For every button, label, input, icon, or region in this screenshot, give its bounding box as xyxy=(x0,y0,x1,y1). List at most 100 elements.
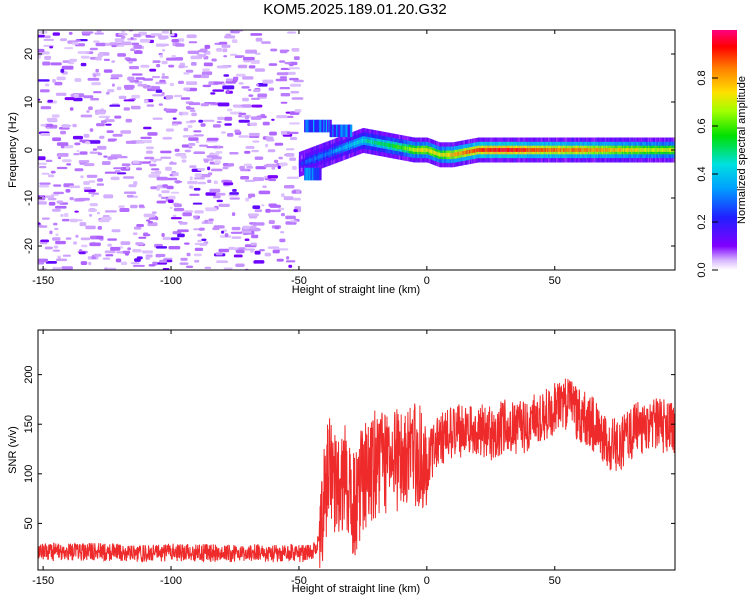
spectrogram-noise-cell xyxy=(292,197,301,201)
spectrogram-noise-cell xyxy=(99,135,105,139)
spectrogram-noise-cell xyxy=(262,121,270,126)
spectrogram-ridge-cell xyxy=(653,148,655,152)
spectrogram-noise-cell xyxy=(203,159,209,163)
spectrogram-ridge-cell xyxy=(446,152,448,157)
spectrogram-xtick-label: -150 xyxy=(32,275,54,287)
spectrogram-ridge-cell xyxy=(640,148,642,152)
spectrogram-noise-cell xyxy=(118,33,128,36)
spectrogram-ridge-cell xyxy=(391,143,393,148)
spectrogram-noise-cell xyxy=(156,187,160,191)
spectrogram-ridge-cell xyxy=(627,148,629,152)
snr-ytick-label: 200 xyxy=(23,365,35,383)
spectrogram-ridge-cell xyxy=(402,146,404,150)
spectrogram-ridge-cell xyxy=(331,150,333,155)
spectrogram-noise-cell xyxy=(69,185,81,189)
spectrogram-noise-cell xyxy=(217,116,225,120)
spectrogram-branch-cell xyxy=(332,124,335,138)
spectrogram-noise-cell xyxy=(161,190,170,194)
spectrogram-noise-cell xyxy=(169,162,177,165)
spectrogram-noise-cell xyxy=(130,80,135,83)
spectrogram-ridge-cell xyxy=(429,149,431,153)
spectrogram-branch-cell xyxy=(319,167,322,181)
spectrogram-noise-cell xyxy=(194,210,204,214)
spectrogram-noise-cell xyxy=(53,191,64,195)
spectrogram-noise-cell xyxy=(97,178,103,182)
spectrogram-noise-cell xyxy=(55,233,59,236)
spectrogram-noise-cell xyxy=(89,242,101,247)
spectrogram-ridge-cell xyxy=(665,148,667,152)
spectrogram-noise-cell xyxy=(109,42,119,46)
spectrogram-noise-cell xyxy=(217,102,230,107)
spectrogram-noise-cell xyxy=(242,56,255,61)
spectrogram-noise-cell xyxy=(110,246,121,251)
spectrogram-ridge-cell xyxy=(390,143,392,148)
spectrogram-noise-cell xyxy=(122,250,131,254)
spectrogram-noise-cell xyxy=(171,39,179,43)
spectrogram-noise-cell xyxy=(88,261,92,266)
spectrogram-xtick-label: 0 xyxy=(424,275,430,287)
spectrogram-ridge-cell xyxy=(491,148,493,152)
spectrogram-noise-cell xyxy=(191,62,197,66)
spectrogram-noise-cell xyxy=(69,107,74,111)
spectrogram-noise-cell xyxy=(123,84,135,89)
spectrogram-noise-cell xyxy=(251,149,259,153)
spectrogram-xtick-label: -50 xyxy=(291,275,307,287)
spectrogram-noise-cell xyxy=(38,48,45,53)
spectrogram-noise-cell xyxy=(188,41,198,44)
spectrogram-ridge-cell xyxy=(440,152,442,157)
spectrogram-noise-cell xyxy=(92,148,98,151)
spectrogram-ridge-cell xyxy=(527,148,529,152)
spectrogram-noise-cell xyxy=(225,78,233,82)
spectrogram-noise-cell xyxy=(161,73,165,76)
spectrogram-ridge-cell xyxy=(598,148,600,152)
spectrogram-ridge-cell xyxy=(463,150,465,155)
spectrogram-ridge-cell xyxy=(501,148,503,152)
spectrogram-noise-cell xyxy=(291,48,300,52)
spectrogram-ridge-cell xyxy=(321,154,323,158)
spectrogram-noise-cell xyxy=(179,221,188,225)
spectrogram-noise-cell xyxy=(169,82,175,87)
spectrogram-noise-cell xyxy=(89,47,98,51)
spectrogram-noise-cell xyxy=(250,228,261,232)
spectrogram-ridge-cell xyxy=(426,148,428,152)
spectrogram-noise-cell xyxy=(248,65,256,69)
spectrogram-noise-cell xyxy=(232,189,237,192)
spectrogram-noise-cell xyxy=(75,234,79,238)
spectrogram-ridge-cell xyxy=(355,141,357,146)
spectrogram-branch-cell xyxy=(314,119,317,133)
spectrogram-noise-cell xyxy=(89,56,97,60)
spectrogram-ridge-cell xyxy=(483,148,485,152)
spectrogram-noise-cell xyxy=(114,38,125,42)
spectrogram-noise-cell xyxy=(296,189,301,194)
spectrogram-ridge-cell xyxy=(441,152,443,157)
spectrogram-noise-cell xyxy=(213,225,225,229)
spectrogram-noise-cell xyxy=(289,83,302,87)
spectrogram-noise-cell xyxy=(199,243,208,246)
spectrogram-ridge-cell xyxy=(383,142,385,147)
spectrogram-ridge-cell xyxy=(455,152,457,157)
spectrogram-noise-cell xyxy=(52,79,56,83)
spectrogram-noise-cell xyxy=(44,55,52,60)
spectrogram-ridge-cell xyxy=(513,148,515,152)
spectrogram-ridge-cell xyxy=(629,148,631,152)
spectrogram-noise-cell xyxy=(255,37,263,42)
spectrogram-noise-cell xyxy=(38,79,50,82)
spectrogram-noise-cell xyxy=(89,214,93,217)
spectrogram-noise-cell xyxy=(197,239,202,243)
spectrogram-ridge-cell xyxy=(312,157,314,162)
spectrogram-noise-cell xyxy=(80,261,88,265)
spectrogram-noise-cell xyxy=(121,35,126,39)
spectrogram-noise-cell xyxy=(88,208,97,212)
spectrogram-ridge-cell xyxy=(489,148,491,152)
spectrogram-ridge-cell xyxy=(605,148,607,152)
spectrogram-ridge-cell xyxy=(525,148,527,152)
spectrogram-ridge-cell xyxy=(345,145,347,149)
spectrogram-noise-cell xyxy=(280,213,285,217)
spectrogram-ridge-cell xyxy=(529,148,531,152)
spectrogram-ridge-cell xyxy=(548,148,550,152)
spectrogram-ridge-cell xyxy=(299,162,301,166)
spectrogram-noise-cell xyxy=(212,124,221,128)
spectrogram-noise-cell xyxy=(130,105,141,110)
spectrogram-noise-cell xyxy=(71,219,83,222)
spectrogram-noise-cell xyxy=(95,56,102,61)
